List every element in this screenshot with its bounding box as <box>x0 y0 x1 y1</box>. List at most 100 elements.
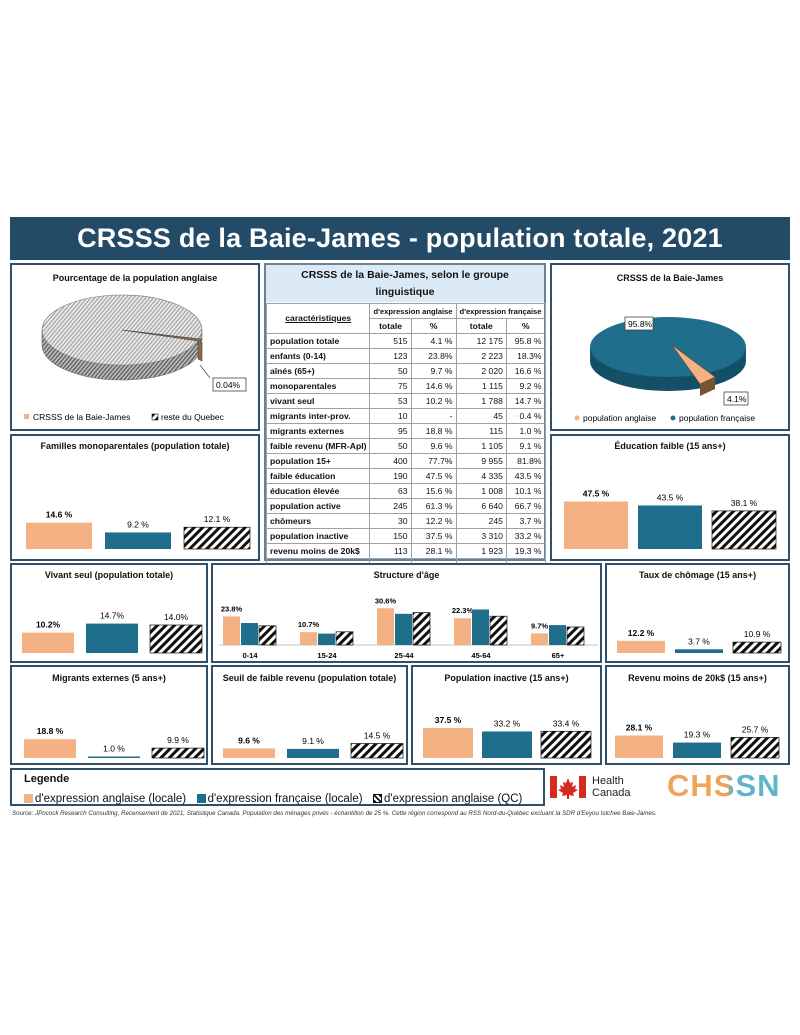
bar-label-seuil-anglaise-qc: 14.5 % <box>364 731 391 741</box>
legend-item-anglaise-locale: d'expression anglaise (locale) <box>24 793 186 805</box>
bar-revenu-anglaise-qc <box>730 737 780 759</box>
bar-revenu-anglaise-locale <box>615 735 663 758</box>
health-canada-logo: Health Canada <box>550 772 631 802</box>
chart-inactive-title: Population inactive (15 ans+) <box>444 673 569 683</box>
bar-label-chomage-anglaise-locale: 12.2 % <box>628 628 655 638</box>
table-cell-fr-pct: 10.1 % <box>505 483 546 499</box>
legend-swatch-anglaise <box>24 794 33 803</box>
pie-slice-anglaise-side <box>700 377 715 396</box>
table-cell-en-pct: 61.3 % <box>410 498 457 514</box>
table-cell-en-pct: 12.2 % <box>410 513 457 529</box>
bar-seuil-francaise-locale <box>287 748 339 758</box>
table-cell-fr-total: 45 <box>455 408 507 424</box>
bar-education-anglaise-qc <box>711 510 777 550</box>
table-cell-fr-pct: 14.7 % <box>505 393 546 409</box>
bar-migrants-anglaise-qc <box>151 747 205 759</box>
table-cell-fr-total: 245 <box>455 513 507 529</box>
table-cell-fr-pct: 18.3% <box>505 348 546 364</box>
table-cell-en-total: 150 <box>369 528 412 544</box>
pie-quebec-leader-line <box>199 364 211 379</box>
pie-region-label-en-box <box>723 391 749 406</box>
table-cell-label: population totale <box>265 333 371 349</box>
table-cell-en-total: 245 <box>369 498 412 514</box>
bar-inactive-francaise-locale <box>482 731 532 758</box>
bar-education-francaise-locale <box>638 505 702 549</box>
bar-age-45-64-anglaise-locale <box>454 618 471 645</box>
table-cell-label: faible éducation <box>265 468 371 484</box>
table-cell-fr-pct: 66.7 % <box>505 498 546 514</box>
bar-label-migrants-francaise-locale: 1.0 % <box>103 744 125 754</box>
bar-familles-anglaise-qc <box>183 526 251 550</box>
bar-seuil-anglaise-locale <box>223 748 275 758</box>
legend-swatch-crsss <box>24 414 29 419</box>
table-row: faible éducation 190 47.5 % 4 335 43.5 % <box>265 468 546 484</box>
table-cell-en-total: 30 <box>369 513 412 529</box>
data-table: caractéristiques d'expression anglaise d… <box>265 303 546 574</box>
bar-label-migrants-anglaise-locale: 18.8 % <box>37 726 64 736</box>
source-note: Source: JPocock Research Consulting, Rec… <box>12 810 657 817</box>
bar-label-chomage-anglaise-qc: 10.9 % <box>744 629 771 639</box>
bar-label-education-francaise-locale: 43.5 % <box>657 493 684 503</box>
table-cell-en-total: 53 <box>369 393 412 409</box>
legend-swatch-qc <box>373 794 383 803</box>
bar-vivant-anglaise-qc <box>149 624 203 654</box>
table-cell-label: population active <box>265 498 371 514</box>
pie-region-legend-fr: population française <box>679 413 755 423</box>
table-title: CRSSS de la Baie-James, selon le groupe … <box>266 265 544 302</box>
bar-vivant-francaise-locale <box>86 623 138 653</box>
table-cell-en-pct: - <box>410 408 457 424</box>
bar-label-inactive-anglaise-qc: 33.4 % <box>553 718 580 728</box>
table-cell-fr-pct: 16.6 % <box>505 363 546 379</box>
table-cell-en-total: 75 <box>369 378 412 394</box>
table-cell-en-pct: 9.6 % <box>410 438 457 454</box>
page-title: CRSSS de la Baie-James - population tota… <box>10 217 790 260</box>
bar-inactive-anglaise-qc <box>540 730 592 759</box>
table-row: population inactive 150 37.5 % 3 310 33.2 % <box>265 528 546 544</box>
chart-vivant-title: Vivant seul (population totale) <box>44 570 174 580</box>
bar-label-age-0-14: 23.8% <box>221 604 243 613</box>
table-cell-en-pct: 14.6 % <box>410 378 457 394</box>
bar-label-seuil-francaise-locale: 9.1 % <box>302 736 324 746</box>
chart-migrants-panel: Migrants externes (5 ans+) 18.8 % 1.0 % 9.… <box>10 665 208 765</box>
bar-age-15-24-francaise-locale <box>318 633 335 645</box>
table-cell-fr-total: 1 115 <box>455 378 507 394</box>
table-cell-label: vivant seul <box>265 393 371 409</box>
pie-quebec-panel: Pourcentage de la population anglaise 0.… <box>10 263 260 431</box>
chart-age-title: Structure d'âge <box>373 570 440 580</box>
pie-region-label-en: 4.1% <box>727 394 747 404</box>
bar-familles-francaise-locale <box>105 532 171 549</box>
bar-age-25-44-francaise-locale <box>395 613 412 645</box>
bar-age-0-14-anglaise-locale <box>223 616 240 645</box>
pie-quebec-legend-reste: reste du Quebec <box>161 412 225 422</box>
data-table-panel: CRSSS de la Baie-James, selon le groupe … <box>264 263 546 574</box>
bar-label-age-15-24: 10.7% <box>298 620 320 629</box>
table-cell-en-total: 113 <box>369 543 412 559</box>
table-cell-fr-pct: 1.0 % <box>505 423 546 439</box>
table-cell-en-pct: 37.5 % <box>410 528 457 544</box>
table-cell-en-total: 50 <box>369 438 412 454</box>
pie-region-label-fr-box <box>624 316 654 331</box>
bar-label-age-25-44: 30.6% <box>375 596 397 605</box>
table-header-char: caractéristiques <box>265 303 371 334</box>
bar-label-revenu-francaise-locale: 19.3 % <box>684 730 711 740</box>
table-cell-fr-total: 1 008 <box>455 483 507 499</box>
table-cell-label: éducation élevée <box>265 483 371 499</box>
legend-swatch-francaise <box>196 794 206 803</box>
legend-panel: Legende d'expression anglaise (locale) d… <box>10 768 545 806</box>
chart-chomage-panel: Taux de chômage (15 ans+) 12.2 % 3.7 % 10.… <box>605 563 790 663</box>
pie-region-label-fr: 95.8% <box>628 319 653 329</box>
table-cell-fr-pct: 81.8% <box>505 453 546 469</box>
table-cell-en-total: 515 <box>369 333 412 349</box>
table-cell-label: population inactive <box>265 528 371 544</box>
table-cell-en-total: 63 <box>369 483 412 499</box>
bar-migrants-anglaise-locale <box>24 739 76 758</box>
table-cell-fr-pct: 9.1 % <box>505 438 546 454</box>
table-cell-fr-total: 2 020 <box>455 363 507 379</box>
bar-age-65+-anglaise-locale <box>531 633 548 645</box>
table-cell-fr-total: 1 105 <box>455 438 507 454</box>
bar-label-migrants-anglaise-qc: 9.9 % <box>167 735 189 745</box>
bar-age-25-44-anglaise-qc <box>412 612 431 646</box>
table-cell-label: chômeurs <box>265 513 371 529</box>
table-cell-en-pct: 28.1 % <box>410 543 457 559</box>
pie-slice-population-francaise <box>590 317 746 377</box>
